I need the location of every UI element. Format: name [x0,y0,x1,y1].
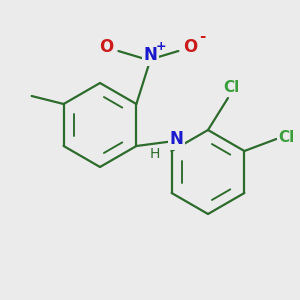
Text: H: H [150,147,160,161]
Text: O: O [99,38,113,56]
Text: -: - [199,29,206,44]
Text: O: O [183,38,197,56]
Text: N: N [143,46,157,64]
Text: Cl: Cl [278,130,295,145]
Text: N: N [169,130,183,148]
Text: +: + [156,40,167,53]
Text: Cl: Cl [223,80,239,95]
